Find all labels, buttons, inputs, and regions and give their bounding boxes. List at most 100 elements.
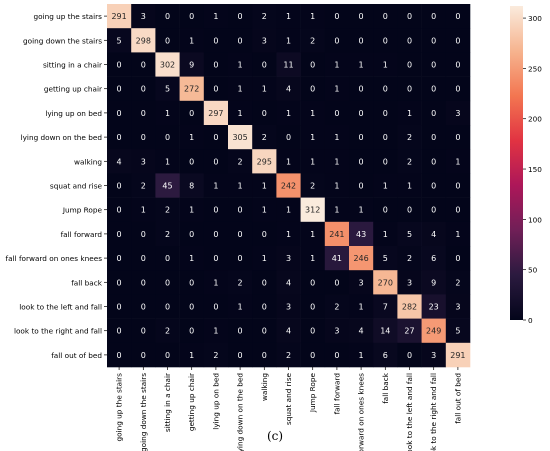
heatmap-cell	[300, 294, 326, 319]
cell-value-label: 43	[356, 230, 366, 239]
heatmap-cell	[276, 246, 301, 271]
heatmap-cell	[300, 76, 326, 102]
cell-value-label: 0	[359, 182, 364, 191]
cell-value-label: 0	[455, 12, 460, 21]
heatmap-cell	[131, 246, 156, 271]
heatmap-cell	[203, 52, 229, 77]
cell-value-label: 3	[334, 327, 339, 336]
heatmap-cell	[373, 28, 398, 53]
cell-value-label: 7	[383, 303, 388, 312]
heatmap-cell	[276, 52, 301, 77]
heatmap-cell	[373, 318, 398, 344]
heatmap-cell	[421, 342, 447, 368]
heatmap-cell	[397, 318, 422, 344]
cell-value-label: 1	[286, 12, 291, 21]
heatmap-cell	[179, 270, 205, 295]
cell-value-label: 0	[213, 36, 218, 45]
cell-value-label: 1	[262, 254, 267, 263]
cell-value-label: 0	[334, 278, 339, 287]
cell-value-label: 5	[383, 254, 388, 263]
cell-value-label: 27	[404, 327, 414, 336]
heatmap-cell	[445, 270, 471, 295]
cell-value-label: 5	[165, 85, 170, 94]
heatmap-cell	[203, 221, 229, 247]
heatmap-cell	[300, 149, 326, 174]
heatmap-cell	[373, 4, 398, 29]
heatmap-cell	[373, 197, 398, 223]
cell-value-label: 1	[359, 351, 364, 360]
cell-value-label: 1	[334, 61, 339, 70]
heatmap-cell	[131, 100, 156, 126]
heatmap-cell	[228, 28, 253, 53]
heatmap-cell	[349, 173, 374, 198]
cell-value-label: 2	[165, 327, 170, 336]
cell-value-label: 305	[232, 133, 247, 142]
heatmap-cell	[349, 294, 374, 319]
cell-value-label: 0	[117, 254, 122, 263]
cell-value-label: 270	[378, 278, 393, 287]
x-tick-label: squat and rise	[284, 372, 293, 425]
heatmap-cell	[203, 197, 229, 223]
cell-value-label: 291	[111, 12, 126, 21]
heatmap-cell	[179, 221, 205, 247]
cell-value-label: 0	[383, 109, 388, 118]
colorbar-tick-label: 200	[528, 115, 542, 124]
cell-value-label: 2	[165, 230, 170, 239]
heatmap-cell	[155, 318, 180, 344]
heatmap-cell	[179, 125, 205, 150]
heatmap-cell	[203, 270, 229, 295]
heatmap-cell	[131, 28, 156, 53]
heatmap-cell	[107, 221, 132, 247]
heatmap-cell	[155, 76, 180, 102]
heatmap-cell	[397, 28, 422, 53]
heatmap-cell	[228, 173, 253, 198]
heatmap-cell	[373, 294, 398, 319]
cell-value-label: 0	[334, 109, 339, 118]
x-tick-label: look to the right and fall	[429, 373, 438, 451]
heatmap-cell	[228, 4, 253, 29]
cell-value-label: 0	[359, 12, 364, 21]
heatmap-cell	[373, 221, 398, 247]
cell-value-label: 0	[455, 206, 460, 215]
heatmap-cell	[300, 52, 326, 77]
y-axis-ticks: going up the stairs going down the stairs…	[6, 12, 107, 360]
cell-value-label: 2	[238, 157, 243, 166]
heatmap-cell	[445, 246, 471, 271]
cell-value-label: 0	[455, 254, 460, 263]
heatmap-cell	[397, 125, 422, 150]
heatmap-cell	[324, 149, 350, 174]
heatmap-cell	[252, 100, 277, 126]
heatmap-cell	[397, 294, 422, 319]
heatmap-cell	[179, 342, 205, 368]
y-tick-label: lying down on the bed	[21, 133, 102, 142]
heatmap-cell	[445, 28, 471, 53]
heatmap-cell	[252, 149, 277, 174]
heatmap-cell	[349, 318, 374, 344]
heatmap-cell	[252, 294, 277, 319]
x-tick-label: fall out of bed	[453, 373, 462, 424]
heatmap-cell	[203, 294, 229, 319]
heatmap-cell	[107, 52, 132, 77]
y-tick-label: sitting in a chair	[43, 61, 102, 70]
heatmap-cell	[131, 342, 156, 368]
cell-value-label: 0	[431, 61, 436, 70]
heatmap-cell	[131, 294, 156, 319]
cell-value-label: 1	[286, 206, 291, 215]
cell-value-label: 0	[383, 157, 388, 166]
cell-value-label: 297	[208, 109, 223, 118]
cell-value-label: 0	[431, 157, 436, 166]
cell-value-label: 2	[310, 182, 315, 191]
cell-value-label: 0	[238, 36, 243, 45]
heatmap-cell	[107, 125, 132, 150]
heatmap-cell	[324, 76, 350, 102]
heatmap-cell	[155, 197, 180, 223]
y-tick-label: squat and rise	[50, 182, 103, 191]
heatmap-cell	[349, 197, 374, 223]
cell-value-label: 0	[407, 351, 412, 360]
heatmap-cell	[421, 125, 447, 150]
heatmap-cell	[397, 52, 422, 77]
heatmap-cell	[155, 28, 180, 53]
heatmap-cell	[179, 4, 205, 29]
cell-value-label: 242	[281, 182, 296, 191]
cell-value-label: 0	[383, 85, 388, 94]
